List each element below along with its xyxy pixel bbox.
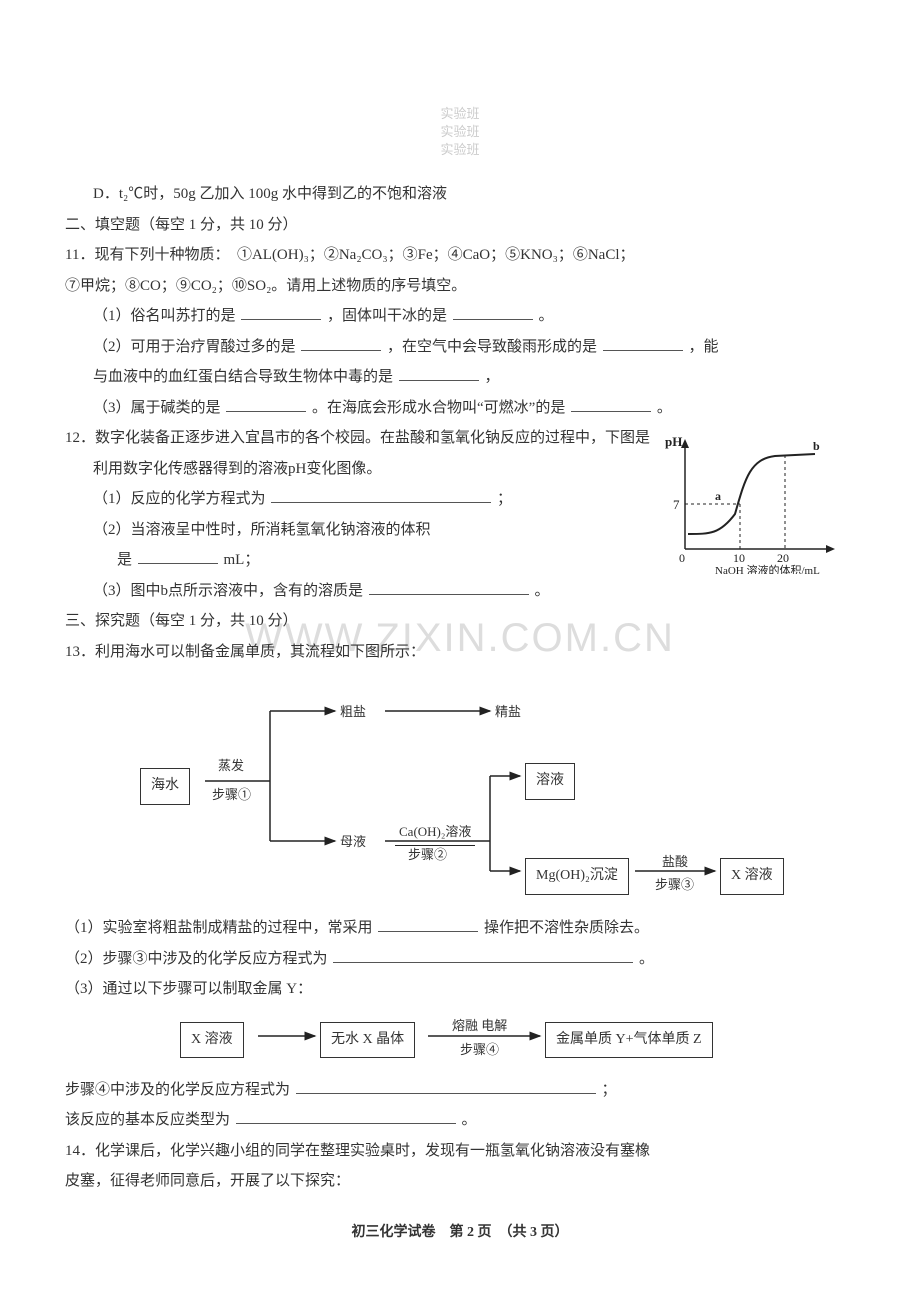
q11-2e: ， (485, 369, 500, 385)
q11-lead: 11．现有下列十种物质： ①AL(OH)₃；②Na₂CO₃；③Fe；④CaO；⑤… (65, 241, 855, 270)
q11-3b: 。在海底会形成水合物叫“可燃冰”的是 (312, 400, 565, 416)
q11-1c: 。 (539, 308, 554, 324)
section-3-heading: 三、探究题（每空 1 分，共 10 分） (65, 607, 855, 636)
q12-sub1: （1）反应的化学方程式为 ； (65, 485, 585, 514)
flow-step2-label: 步骤② (408, 843, 447, 868)
flow-sea-box: 海水 (140, 768, 190, 805)
q13-lead: 13．利用海水可以制备金属单质，其流程如下图所示： (65, 638, 855, 667)
blank[interactable] (369, 578, 529, 595)
page-footer: 初三化学试卷 第 2 页 （共 3 页） (65, 1220, 855, 1247)
flow2-step4-label: 步骤④ (460, 1038, 499, 1063)
ph-x10: 10 (733, 551, 745, 565)
q11-lead-2: ⑦甲烷；⑧CO；⑨CO₂；⑩SO₂。请用上述物质的序号填空。 (65, 272, 855, 301)
blank[interactable] (138, 548, 218, 565)
q13-sub1: （1）实验室将粗盐制成精盐的过程中，常采用 操作把不溶性杂质除去。 (65, 914, 855, 943)
blank[interactable] (399, 365, 479, 382)
q13-5a: 该反应的基本反应类型为 (65, 1112, 230, 1128)
blank[interactable] (226, 395, 306, 412)
q12-sub2: （2）当溶液呈中性时，所消耗氢氧化钠溶液的体积 (65, 516, 585, 545)
faint-line-2: 实验班 (0, 123, 920, 141)
faint-line-3: 实验班 (0, 141, 920, 159)
option-d: D．t₂℃时，50g 乙加入 100g 水中得到乙的不饱和溶液 (65, 180, 855, 209)
ph-point-b: b (813, 439, 820, 453)
flow-step3-label: 步骤③ (655, 873, 694, 898)
flow-mgoh-box: Mg(OH)₂沉淀 (525, 858, 629, 895)
q14-lead-2: 皮塞，征得老师同意后，开展了以下探究： (65, 1167, 855, 1196)
ph-point-a: a (715, 489, 721, 503)
q13-2a: （2）步骤③中涉及的化学反应方程式为 (65, 951, 328, 967)
flow2-x-box: X 溶液 (180, 1022, 244, 1059)
q11-3c: 。 (657, 400, 672, 416)
q11-sub3: （3）属于碱类的是 。在海底会形成水合物叫“可燃冰”的是 。 (65, 394, 855, 423)
section-2-heading: 二、填空题（每空 1 分，共 10 分） (65, 211, 855, 240)
ph-origin: 0 (679, 551, 685, 565)
blank[interactable] (301, 334, 381, 351)
q14-lead: 14．化学课后，化学兴趣小组的同学在整理实验桌时，发现有一瓶氢氧化钠溶液没有塞橡 (65, 1137, 855, 1166)
flow-mother-label: 母液 (340, 830, 366, 855)
flow-evap-label: 蒸发 (218, 754, 244, 779)
flow2-crystal-box: 无水 X 晶体 (320, 1022, 415, 1059)
q13-sub3: （3）通过以下步骤可以制取金属 Y： (65, 975, 855, 1004)
ph-x-label: NaOH 溶液的体积/mL (715, 563, 820, 574)
faint-line-1: 实验班 (0, 105, 920, 123)
q11-sub1: （1）俗名叫苏打的是 ，固体叫干冰的是 。 (65, 302, 855, 331)
q11-2c: ，能 (689, 339, 719, 355)
flow-soln-box: 溶液 (525, 763, 575, 800)
blank[interactable] (236, 1108, 456, 1125)
q13-sub4: 步骤④中涉及的化学反应方程式为 ； (65, 1076, 855, 1105)
q11-1a: （1）俗名叫苏打的是 (93, 308, 236, 324)
flow-hcl-label: 盐酸 (662, 850, 688, 875)
q12-1b: ； (497, 491, 512, 507)
q13-sub2: （2）步骤③中涉及的化学反应方程式为 。 (65, 945, 855, 974)
faint-header: 实验班 实验班 实验班 (0, 105, 920, 160)
blank[interactable] (603, 334, 683, 351)
ph-x20: 20 (777, 551, 789, 565)
q13-2b: 。 (639, 951, 654, 967)
blank[interactable] (241, 304, 321, 321)
q13-1b: 操作把不溶性杂质除去。 (484, 920, 649, 936)
blank[interactable] (271, 487, 491, 504)
blank[interactable] (378, 916, 478, 933)
q13-4b: ； (602, 1082, 617, 1098)
ph-y-label: pH (665, 434, 682, 449)
q13-sub5: 该反应的基本反应类型为 。 (65, 1106, 855, 1135)
flow-crude-label: 粗盐 (340, 700, 366, 725)
q11-1b: ，固体叫干冰的是 (327, 308, 447, 324)
blank[interactable] (296, 1077, 596, 1094)
flow-caoh-label: Ca(OH)₂溶液 (395, 820, 475, 846)
q12-sub2-cont: 是 mL； (65, 546, 585, 575)
flow2-melt-label: 熔融 电解 (452, 1014, 507, 1039)
flow-diagram-1: 海水 蒸发 步骤① 粗盐 精盐 母液 Ca(OH)₂溶液 步骤② 溶液 Mg(O… (110, 676, 810, 896)
q12-2b-post: mL； (224, 552, 260, 568)
flow2-yz-box: 金属单质 Y+气体单质 Z (545, 1022, 713, 1059)
q13-1a: （1）实验室将粗盐制成精盐的过程中，常采用 (65, 920, 373, 936)
q11-3a: （3）属于碱类的是 (93, 400, 221, 416)
q13-5b: 。 (462, 1112, 477, 1128)
flow-step1-label: 步骤① (212, 783, 251, 808)
flow-xsoln-box: X 溶液 (720, 858, 784, 895)
q11-sub2: （2）可用于治疗胃酸过多的是 ，在空气中会导致酸雨形成的是 ，能 (65, 333, 855, 362)
blank[interactable] (571, 395, 651, 412)
q12-sub3: （3）图中b点所示溶液中，含有的溶质是 。 (65, 577, 855, 606)
blank[interactable] (453, 304, 533, 321)
flow-diagram-2: X 溶液 无水 X 晶体 熔融 电解 步骤④ 金属单质 Y+气体单质 Z (110, 1010, 810, 1062)
q12-3b: 。 (535, 583, 550, 599)
q12-2b-pre: 是 (117, 552, 132, 568)
ph-chart: pH 7 a b 0 10 20 NaOH 溶液的体积/mL (655, 434, 845, 574)
q12-3: （3）图中b点所示溶液中，含有的溶质是 (93, 583, 363, 599)
q11-sub2-cont: 与血液中的血红蛋白结合导致生物体中毒的是 ， (65, 363, 855, 392)
q12-1: （1）反应的化学方程式为 (93, 491, 266, 507)
q11-2b: ，在空气中会导致酸雨形成的是 (387, 339, 597, 355)
q11-2a: （2）可用于治疗胃酸过多的是 (93, 339, 296, 355)
ph-y7: 7 (673, 497, 680, 512)
flow-fine-label: 精盐 (495, 700, 521, 725)
q11-2d: 与血液中的血红蛋白结合导致生物体中毒的是 (93, 369, 393, 385)
q13-4a: 步骤④中涉及的化学反应方程式为 (65, 1082, 290, 1098)
blank[interactable] (333, 946, 633, 963)
